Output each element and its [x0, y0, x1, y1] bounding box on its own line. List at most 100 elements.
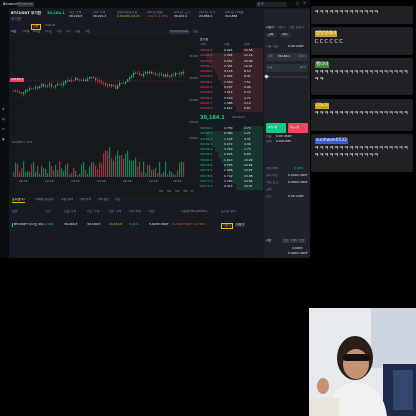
- volume-bar: [113, 160, 115, 177]
- candle-body: [125, 81, 127, 84]
- browser-tab[interactable]: Binance: [17, 2, 34, 7]
- order-tab-limit[interactable]: 지정가: [266, 26, 275, 29]
- bottom-tab-positions[interactable]: 포지션(1): [12, 198, 25, 203]
- position-symbol[interactable]: BTCUSDT 무기한 20x: [12, 223, 44, 227]
- depth-toggle[interactable]: 심도: [193, 30, 199, 33]
- bid-row[interactable]: 30184.0 2.730 2.73: [198, 126, 263, 132]
- bid-row[interactable]: 30182.2 0.072 4.39: [198, 141, 263, 148]
- candle-body: [23, 92, 25, 94]
- chart-tool-2[interactable]: 1시간: [33, 30, 41, 33]
- volume-bar: [131, 160, 133, 177]
- transfer-button[interactable]: 이체: [290, 239, 298, 243]
- ask-row[interactable]: 30186.9 3.012 5.72: [198, 90, 263, 96]
- max-label: 최대: [266, 140, 272, 143]
- bottom-tab-trade-history[interactable]: 거래 내역: [79, 198, 91, 201]
- bottom-tab-trade-info[interactable]: 거래 정보: [97, 198, 109, 201]
- ask-row[interactable]: 30189.7 2.381 10.91: [198, 63, 263, 70]
- tag-usdm[interactable]: USD-M: [45, 24, 56, 27]
- stat-value-4: 30,921.0: [174, 15, 188, 18]
- buy-long-label: 매수/롱: [268, 126, 278, 129]
- ask-qty: 0.904: [224, 74, 233, 79]
- side-value-0: 0.00%: [294, 167, 304, 170]
- ask-row[interactable]: 30188.0 1.550 7.51: [198, 79, 263, 86]
- sell-short-button[interactable]: 매도/숏: [288, 123, 308, 133]
- chart-tool-0[interactable]: 시간: [11, 30, 17, 33]
- ask-row[interactable]: 30185.0 0.612 0.61: [198, 106, 263, 112]
- bid-qty: 0.480: [224, 131, 233, 136]
- close-icon[interactable]: ✕: [303, 1, 307, 5]
- leverage-button[interactable]: 20x: [280, 33, 290, 37]
- bid-row[interactable]: 30183.5 0.480 3.21: [198, 131, 263, 137]
- slider-handle[interactable]: [264, 74, 269, 79]
- candlestick-chart[interactable]: [9, 37, 197, 189]
- deposit-button[interactable]: 입금: [282, 239, 290, 243]
- ask-price: 30188.0: [200, 79, 213, 84]
- cost-label: 비용: [266, 135, 272, 138]
- pair-symbol[interactable]: BTCUSDT 무기한: [11, 11, 41, 15]
- convert-button[interactable]: 전환: [298, 239, 306, 243]
- star-icon[interactable]: ★: [2, 108, 5, 111]
- maximize-icon[interactable]: □: [296, 1, 300, 5]
- bid-row[interactable]: 30180.4 1.610 10.26: [198, 157, 263, 164]
- ask-row[interactable]: 30186.3 0.610 2.71: [198, 95, 263, 101]
- price-tick-3: 29500: [189, 121, 199, 124]
- volume-bar: [173, 173, 175, 177]
- buy-long-button[interactable]: 매수/롱: [266, 123, 286, 133]
- bid-row[interactable]: 30179.1 2.048 12.67: [198, 168, 263, 174]
- user-icon[interactable]: ●: [2, 138, 5, 141]
- chart-tool-7[interactable]: 차트: [85, 30, 91, 33]
- bid-row[interactable]: 30181.0 0.925 8.65: [198, 152, 263, 158]
- stat-value-3: -412.3 -1.35%: [147, 15, 169, 18]
- range-5d[interactable]: 5D: [167, 190, 172, 193]
- bid-row[interactable]: 30179.8 0.355 10.62: [198, 163, 263, 169]
- bid-row[interactable]: 30182.9 1.105 4.31: [198, 136, 263, 142]
- search-input[interactable]: 검색: [256, 2, 287, 7]
- tag-futures[interactable]: 선물: [31, 24, 41, 30]
- quantity-field[interactable]: 수량 BTC: [266, 64, 308, 72]
- chart-tool-1[interactable]: 15분: [23, 30, 30, 33]
- order-tab-market[interactable]: 시장가: [277, 26, 286, 29]
- close-limit-button[interactable]: 지정가: [221, 223, 234, 229]
- range-3m[interactable]: 3M: [183, 190, 188, 193]
- order-tab-stop-limit[interactable]: 스탑 지정가: [289, 26, 304, 29]
- chart-tool-4[interactable]: 1일: [57, 30, 62, 33]
- chart-icon[interactable]: ▤: [2, 118, 5, 121]
- minimize-icon[interactable]: –: [290, 1, 292, 5]
- range-1d[interactable]: 1D: [159, 190, 164, 193]
- stat-label-0: 마크 가격: [69, 11, 81, 14]
- bid-row[interactable]: 30178.5 0.712 13.38: [198, 173, 263, 179]
- close-market-button[interactable]: 시장가: [235, 223, 246, 227]
- ask-row[interactable]: 30189.2 0.118 8.53: [198, 69, 263, 75]
- volume-bar: [97, 169, 99, 177]
- chart-tool-5[interactable]: 1주: [66, 30, 71, 33]
- volume-bar: [39, 173, 41, 177]
- tradingview-toggle[interactable]: TradingView: [169, 30, 190, 34]
- settings-icon[interactable]: ⚙: [2, 128, 5, 131]
- candle-body: [159, 74, 161, 76]
- quantity-slider[interactable]: [264, 74, 308, 79]
- chart-tool-3[interactable]: 4시간: [45, 30, 53, 33]
- time-tick-5: 12:00: [149, 180, 158, 183]
- bid-row[interactable]: 30177.9 1.180 14.56: [198, 178, 263, 185]
- price-field[interactable]: 가격 30184.1 USDT: [266, 53, 308, 61]
- ask-row[interactable]: 30185.7 1.488 2.10: [198, 100, 263, 107]
- bid-total: 3.21: [244, 131, 251, 136]
- margin-mode-button[interactable]: 교차: [266, 33, 276, 37]
- range-1y[interactable]: 1Y: [190, 190, 194, 193]
- ask-row[interactable]: 30187.4 0.237 5.96: [198, 85, 263, 91]
- range-1m[interactable]: 1M: [175, 190, 180, 193]
- ask-row[interactable]: 30190.1 0.052 10.96: [198, 58, 263, 64]
- bid-row[interactable]: 30181.6 3.340 7.73: [198, 147, 263, 153]
- ask-row[interactable]: 30188.6 0.904 8.41: [198, 74, 263, 80]
- ask-row[interactable]: 30190.8 1.204 12.16: [198, 53, 263, 59]
- ask-depth-bar: [233, 100, 263, 107]
- chart-tool-6[interactable]: 지표: [75, 30, 81, 33]
- chart-panel[interactable]: Vol(BTC): 312 30184.1 31000 30500 30000 …: [9, 37, 199, 189]
- bid-row[interactable]: 30177.2 0.413 14.97: [198, 184, 263, 190]
- bottom-tab-open-orders[interactable]: 미체결 주문(0): [35, 198, 55, 201]
- webcam-overlay: [309, 308, 416, 416]
- ask-row[interactable]: 30191.5 0.421 12.58: [198, 48, 263, 54]
- bottom-tab-assets[interactable]: 자산: [115, 198, 121, 201]
- asset-value-1: 0.0000 USDT: [288, 252, 308, 255]
- bottom-tab-order-history[interactable]: 주문 내역: [61, 198, 73, 201]
